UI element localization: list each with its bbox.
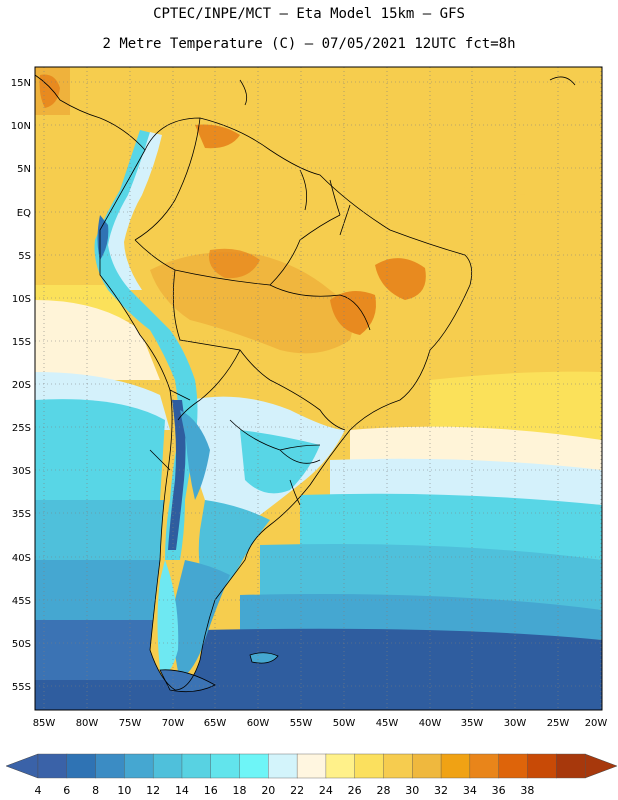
lon-label: 75W: [119, 718, 142, 729]
colorbar-swatch: [210, 753, 241, 779]
colorbar-label: 18: [233, 784, 247, 797]
lat-label: EQ: [17, 208, 31, 219]
colorbar-label: 32: [434, 784, 448, 797]
longitude-labels: 85W 80W 75W 70W 65W 60W 55W 50W 45W 40W …: [33, 718, 608, 729]
colorbar-label: 30: [405, 784, 419, 797]
lat-label: 5N: [17, 164, 31, 175]
colorbar-label: 28: [376, 784, 390, 797]
map-title-line-1: CPTEC/INPE/MCT – Eta Model 15km – GFS: [153, 6, 465, 22]
map-frame: [34, 66, 603, 711]
lat-label: 35S: [12, 509, 31, 520]
coastlines: [34, 74, 576, 691]
colorbar-swatch: [124, 753, 154, 779]
colorbar-label: 22: [290, 784, 304, 797]
map-title-line-2: 2 Metre Temperature (C) – 07/05/2021 12U…: [102, 36, 516, 52]
lon-label: 40W: [419, 718, 442, 729]
colorbar-swatch: [412, 753, 442, 779]
colorbar-label: 38: [520, 784, 534, 797]
lat-label: 40S: [12, 553, 31, 564]
latitude-labels: 15N 10N 5N EQ 5S 10S 15S 20S 25S 30S 35S…: [11, 78, 31, 693]
lat-label: 15S: [12, 337, 31, 348]
lon-label: 25W: [547, 718, 570, 729]
lat-label: 50S: [12, 639, 31, 650]
colorbar-swatch: [325, 753, 356, 779]
colorbar-swatch: [181, 753, 212, 779]
colorbar-label: 36: [492, 784, 506, 797]
colorbar-label: 24: [319, 784, 333, 797]
colorbar: 4 6 8 10 12 14 16 18 20 22 24 26 28 30 32 34 36 38: [5, 753, 618, 797]
lon-label: 50W: [333, 718, 356, 729]
colorbar-swatch: [527, 753, 557, 779]
lat-label: 10N: [11, 121, 31, 132]
lon-label: 30W: [504, 718, 527, 729]
lon-label: 85W: [33, 718, 56, 729]
colorbar-labels: 4 6 8 10 12 14 16 18 20 22 24 26 28 30 32 34 36 38: [35, 784, 535, 797]
lon-label: 70W: [162, 718, 185, 729]
lat-label: 30S: [12, 466, 31, 477]
colorbar-swatch: [556, 753, 586, 779]
lon-label: 80W: [76, 718, 99, 729]
lat-label: 20S: [12, 380, 31, 391]
lat-label: 5S: [18, 251, 31, 262]
colorbar-swatch: [66, 753, 97, 779]
colorbar-label: 4: [35, 784, 42, 797]
lon-label: 65W: [204, 718, 227, 729]
colorbar-label: 34: [463, 784, 477, 797]
colorbar-swatch: [440, 753, 471, 779]
colorbar-label: 6: [63, 784, 70, 797]
map-field: [35, 67, 602, 710]
colorbar-label: 20: [261, 784, 275, 797]
graticule: [35, 67, 602, 710]
colorbar-swatch: [268, 753, 298, 779]
lat-label: 10S: [12, 294, 31, 305]
lat-label: 55S: [12, 682, 31, 693]
lat-label: 45S: [12, 596, 31, 607]
colorbar-swatch: [37, 753, 68, 779]
colorbar-swatches: [37, 753, 586, 779]
colorbar-label: 10: [117, 784, 131, 797]
colorbar-swatch: [469, 753, 500, 779]
colorbar-swatch: [296, 753, 327, 779]
colorbar-swatch: [354, 753, 384, 779]
lon-label: 35W: [461, 718, 484, 729]
colorbar-swatch: [95, 753, 125, 779]
lat-label: 15N: [11, 78, 31, 89]
colorbar-swatch: [152, 753, 183, 779]
lon-label: 45W: [376, 718, 399, 729]
colorbar-label: 8: [92, 784, 99, 797]
colorbar-label: 12: [146, 784, 160, 797]
lon-label: 55W: [290, 718, 313, 729]
colorbar-low-arrow: [5, 753, 39, 779]
lon-label: 60W: [247, 718, 270, 729]
colorbar-swatch: [239, 753, 269, 779]
colorbar-label: 14: [175, 784, 189, 797]
lat-label: 25S: [12, 423, 31, 434]
lon-label: 20W: [585, 718, 608, 729]
colorbar-swatch: [498, 753, 528, 779]
colorbar-swatch: [383, 753, 413, 779]
colorbar-label: 26: [348, 784, 362, 797]
colorbar-high-arrow: [584, 753, 618, 779]
colorbar-label: 16: [204, 784, 218, 797]
